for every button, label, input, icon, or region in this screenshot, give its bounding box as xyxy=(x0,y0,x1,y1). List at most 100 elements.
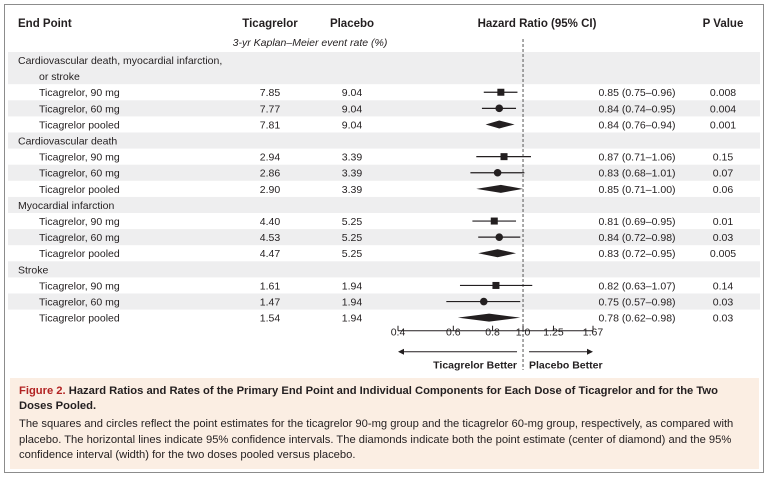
ticagrelor-better-label: Ticagrelor Better xyxy=(433,360,517,372)
row-label: Ticagrelor pooled xyxy=(39,313,120,325)
ticagrelor-rate: 4.53 xyxy=(260,232,281,244)
hazard-ratio-ci: 0.84 (0.72–0.98) xyxy=(598,232,675,244)
placebo-rate: 5.25 xyxy=(342,216,363,228)
group-label: Cardiovascular death xyxy=(18,136,117,148)
pooled-diamond xyxy=(457,313,521,322)
row-label: Ticagrelor, 90 mg xyxy=(39,280,120,292)
row-band xyxy=(8,100,760,117)
ticagrelor-rate: 7.85 xyxy=(260,87,281,99)
placebo-rate: 1.94 xyxy=(342,297,363,309)
placebo-rate: 3.39 xyxy=(342,184,363,196)
row-label: Ticagrelor pooled xyxy=(39,248,120,260)
row-label: Ticagrelor, 60 mg xyxy=(39,168,120,180)
point-circle xyxy=(495,233,504,241)
hazard-ratio-ci: 0.83 (0.68–1.01) xyxy=(598,168,675,180)
ticagrelor-rate: 4.40 xyxy=(260,216,281,228)
row-label: Ticagrelor, 60 mg xyxy=(39,232,120,244)
placebo-rate: 9.04 xyxy=(342,87,363,99)
row-band xyxy=(8,164,760,181)
point-square xyxy=(500,153,508,161)
p-value: 0.005 xyxy=(710,248,736,260)
placebo-rate: 5.25 xyxy=(342,248,363,260)
row-label: Ticagrelor pooled xyxy=(39,184,120,196)
figure-label: Figure 2. xyxy=(19,385,66,397)
p-value: 0.07 xyxy=(713,168,734,180)
header-p-value: P Value xyxy=(703,18,744,30)
point-square xyxy=(497,88,505,96)
group-label: Myocardial infarction xyxy=(18,200,114,212)
x-tick-label: 1.0 xyxy=(516,327,531,339)
ticagrelor-rate: 7.77 xyxy=(260,103,281,115)
hazard-ratio-ci: 0.84 (0.76–0.94) xyxy=(598,119,675,131)
header-subheader: 3-yr Kaplan–Meier event rate (%) xyxy=(233,37,388,49)
ticagrelor-rate: 4.47 xyxy=(260,248,281,260)
caption-title-text: Hazard Ratios and Rates of the Primary E… xyxy=(19,385,718,412)
hazard-ratio-ci: 0.75 (0.57–0.98) xyxy=(598,297,675,309)
p-value: 0.03 xyxy=(713,313,734,325)
ticagrelor-rate: 2.86 xyxy=(260,168,281,180)
point-circle xyxy=(493,168,502,177)
right-arrowhead xyxy=(587,348,593,355)
placebo-better-label: Placebo Better xyxy=(529,360,603,372)
ticagrelor-rate: 2.90 xyxy=(260,184,281,196)
hazard-ratio-ci: 0.78 (0.62–0.98) xyxy=(598,313,675,325)
figure-frame: End Point Ticagrelor Placebo Hazard Rati… xyxy=(4,4,764,473)
x-tick-label: 0.6 xyxy=(446,327,461,339)
figure-caption: Figure 2. Hazard Ratios and Rates of the… xyxy=(10,378,759,469)
placebo-rate: 9.04 xyxy=(342,119,363,131)
hazard-ratio-ci: 0.85 (0.75–0.96) xyxy=(598,87,675,99)
p-value: 0.03 xyxy=(713,232,734,244)
ticagrelor-rate: 1.47 xyxy=(260,297,281,309)
group-label: Stroke xyxy=(18,264,49,276)
p-value: 0.15 xyxy=(713,152,734,164)
ticagrelor-rate: 2.94 xyxy=(260,152,281,164)
placebo-rate: 3.39 xyxy=(342,152,363,164)
group-band xyxy=(8,52,760,85)
group-label: or stroke xyxy=(39,71,80,83)
p-value: 0.06 xyxy=(713,184,734,196)
ticagrelor-rate: 1.61 xyxy=(260,280,281,292)
p-value: 0.14 xyxy=(713,280,734,292)
point-square xyxy=(492,281,500,289)
group-label: Cardiovascular death, myocardial infarct… xyxy=(18,55,222,67)
group-band xyxy=(8,132,760,149)
ticagrelor-rate: 1.54 xyxy=(260,313,281,325)
row-label: Ticagrelor, 90 mg xyxy=(39,216,120,228)
p-value: 0.03 xyxy=(713,297,734,309)
p-value: 0.004 xyxy=(710,103,736,115)
x-tick-label: 1.67 xyxy=(583,327,604,339)
hazard-ratio-ci: 0.85 (0.71–1.00) xyxy=(598,184,675,196)
x-tick-label: 0.4 xyxy=(391,327,406,339)
caption-title: Figure 2. Hazard Ratios and Rates of the… xyxy=(19,384,751,414)
header-hazard-ratio: Hazard Ratio (95% CI) xyxy=(478,18,597,30)
header-ticagrelor: Ticagrelor xyxy=(242,18,298,30)
placebo-rate: 5.25 xyxy=(342,232,363,244)
hazard-ratio-ci: 0.84 (0.74–0.95) xyxy=(598,103,675,115)
row-label: Ticagrelor pooled xyxy=(39,119,120,131)
point-circle xyxy=(495,104,504,113)
hazard-ratio-ci: 0.83 (0.72–0.95) xyxy=(598,248,675,260)
placebo-rate: 1.94 xyxy=(342,280,363,292)
p-value: 0.008 xyxy=(710,87,736,99)
row-label: Ticagrelor, 60 mg xyxy=(39,297,120,309)
row-band xyxy=(8,229,760,246)
x-tick-label: 1.25 xyxy=(543,327,564,339)
hazard-ratio-ci: 0.82 (0.63–1.07) xyxy=(598,280,675,292)
forest-plot: End Point Ticagrelor Placebo Hazard Rati… xyxy=(8,18,760,372)
row-label: Ticagrelor, 90 mg xyxy=(39,87,120,99)
group-band xyxy=(8,261,760,278)
ticagrelor-rate: 7.81 xyxy=(260,119,281,131)
header-end-point: End Point xyxy=(18,18,72,30)
placebo-rate: 1.94 xyxy=(342,313,363,325)
row-label: Ticagrelor, 90 mg xyxy=(39,152,120,164)
hazard-ratio-ci: 0.81 (0.69–0.95) xyxy=(598,216,675,228)
point-square xyxy=(490,217,498,225)
caption-body: The squares and circles reflect the poin… xyxy=(19,418,734,461)
row-band xyxy=(8,293,760,310)
hazard-ratio-ci: 0.87 (0.71–1.06) xyxy=(598,152,675,164)
header-placebo: Placebo xyxy=(330,18,374,30)
placebo-rate: 3.39 xyxy=(342,168,363,180)
point-circle xyxy=(479,297,488,306)
x-tick-label: 0.8 xyxy=(485,327,500,339)
pooled-diamond xyxy=(485,120,515,129)
